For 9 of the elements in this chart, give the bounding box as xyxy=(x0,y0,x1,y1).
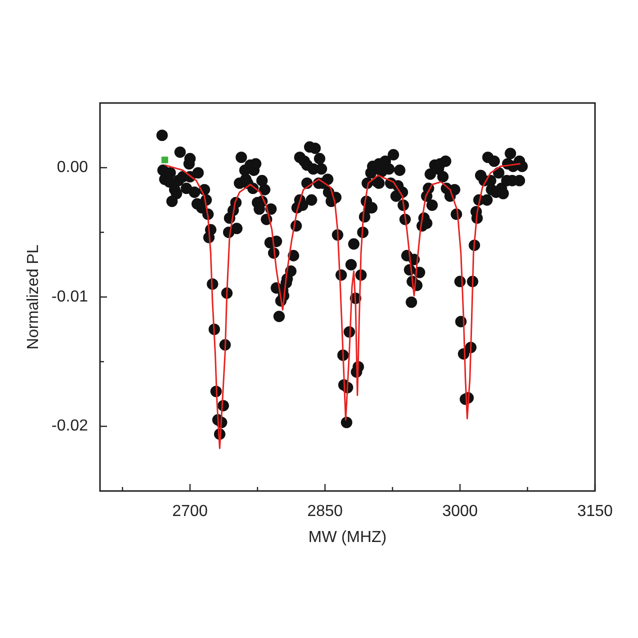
y-tick-label: 0.00 xyxy=(56,159,88,176)
y-axis-title: Normalized PL xyxy=(25,244,42,350)
y-tick-label: -0.01 xyxy=(52,288,88,306)
x-tick-label: 3000 xyxy=(442,503,478,520)
x-tick-label: 2850 xyxy=(307,503,343,520)
x-tick-label: 3150 xyxy=(577,503,613,520)
x-axis-title: MW (MHZ) xyxy=(308,528,387,546)
y-tick-label: -0.02 xyxy=(52,418,88,435)
x-tick-label: 2700 xyxy=(172,503,208,520)
